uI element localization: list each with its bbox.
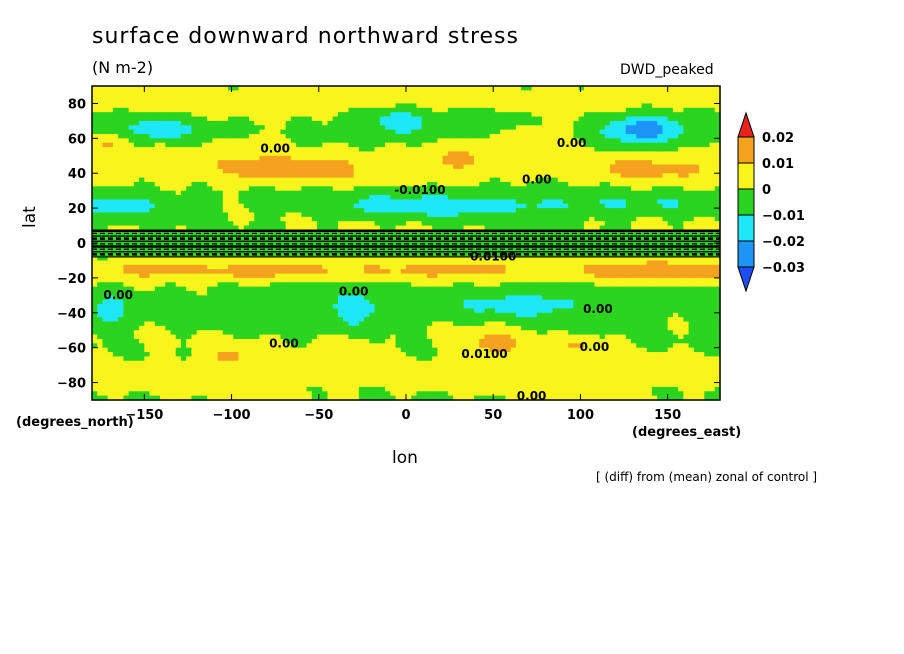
y-tick-label: −40 [57, 307, 86, 322]
x-tick-label: 0 [401, 408, 410, 423]
run-label: DWD_peaked [620, 62, 714, 78]
colorbar-segment [737, 188, 755, 216]
colorbar-label: −0.03 [762, 261, 805, 276]
x-axis-label: lon [392, 448, 418, 468]
chart-units: (N m-2) [92, 58, 154, 77]
contour-label: 0.00 [269, 337, 299, 351]
y-axis-units: (degrees_north) [16, 415, 134, 430]
y-tick-label: 0 [77, 237, 86, 252]
y-tick-label: −20 [57, 272, 86, 287]
y-tick-label: −80 [57, 377, 86, 392]
colorbar-segment [737, 136, 755, 164]
chart-title: surface downward northward stress [92, 24, 519, 49]
footnote: [ (diff) from (mean) zonal of control ] [596, 470, 818, 484]
y-tick-label: 40 [68, 167, 86, 182]
contour-label: 0.00 [580, 340, 610, 354]
contour-label: 0.00 [339, 284, 369, 298]
colorbar-segment [737, 240, 755, 268]
contour-label: 0.00 [522, 173, 552, 187]
y-tick-label: 20 [68, 202, 86, 217]
contour-label: 0.00 [260, 141, 290, 155]
contour-label: 0.00 [517, 389, 547, 403]
x-tick-label: 150 [654, 408, 681, 423]
colorbar-label: 0.01 [762, 157, 794, 172]
colorbar-label: 0.02 [762, 131, 794, 146]
colorbar-segment [737, 266, 755, 293]
x-tick-label: 100 [567, 408, 594, 423]
x-axis-units: (degrees_east) [632, 425, 742, 440]
contour-label: 0.00 [583, 302, 613, 316]
colorbar-segment [737, 111, 755, 138]
contour-label: 0.0100 [470, 249, 516, 263]
contour-label: 0.00 [557, 136, 587, 150]
contour-label: 0.0100 [461, 347, 507, 361]
y-tick-label: −60 [57, 342, 86, 357]
colorbar-segment [737, 214, 755, 242]
x-tick-label: 50 [484, 408, 502, 423]
contour-label: 0.00 [103, 288, 133, 302]
colorbar-label: −0.01 [762, 209, 805, 224]
x-tick-label: −100 [213, 408, 251, 423]
colorbar-segment [737, 162, 755, 190]
x-tick-label: −150 [125, 408, 163, 423]
colorbar-label: −0.02 [762, 235, 805, 250]
y-tick-label: 60 [68, 132, 86, 147]
contour-label: -0.0100 [394, 183, 445, 197]
colorbar-label: 0 [762, 183, 771, 198]
x-tick-label: −50 [304, 408, 333, 423]
field-cells [92, 86, 721, 401]
y-tick-label: 80 [68, 97, 86, 112]
